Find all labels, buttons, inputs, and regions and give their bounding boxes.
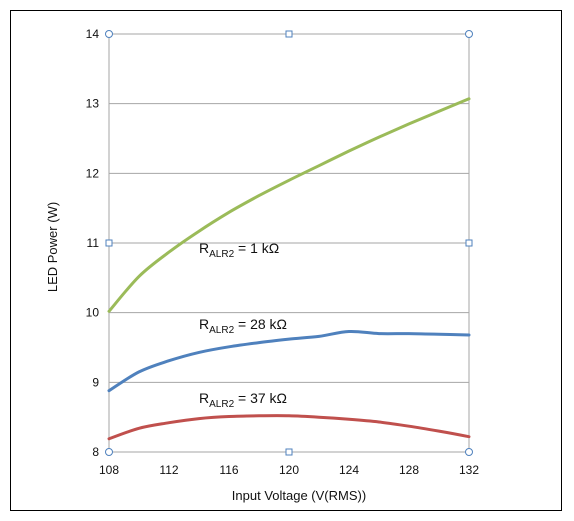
annotation-symbol: R <box>199 390 209 406</box>
corner-resize-handle[interactable] <box>465 448 473 456</box>
chart-frame: 8 9 10 11 12 13 14 108 112 116 120 124 128 132 RALR2 … <box>10 10 562 511</box>
series-annotation: RALR2 = 37 kΩ <box>199 390 287 410</box>
x-tick-label: 132 <box>459 463 479 477</box>
series-line-3 <box>107 414 471 441</box>
y-axis-title: LED Power (W) <box>45 202 60 292</box>
annotation-subscript: ALR2 <box>209 399 234 410</box>
annotation-value: = 1 kΩ <box>234 240 279 256</box>
y-tick-label: 11 <box>87 236 100 250</box>
side-resize-handle[interactable] <box>285 30 293 38</box>
annotation-subscript: ALR2 <box>209 325 234 336</box>
x-tick-label: 120 <box>279 463 299 477</box>
side-resize-handle[interactable] <box>105 239 113 247</box>
side-resize-handle[interactable] <box>285 448 293 456</box>
annotation-symbol: R <box>199 240 209 256</box>
corner-resize-handle[interactable] <box>465 30 473 38</box>
corner-resize-handle[interactable] <box>105 448 113 456</box>
x-tick-label: 108 <box>99 463 119 477</box>
corner-resize-handle[interactable] <box>105 30 113 38</box>
annotation-value: = 37 kΩ <box>234 390 287 406</box>
x-axis-title: Input Voltage (V(RMS)) <box>232 488 366 503</box>
y-tick-label: 8 <box>92 445 99 459</box>
annotation-symbol: R <box>199 316 209 332</box>
y-tick-label: 13 <box>86 97 100 111</box>
series-line-1 <box>107 97 471 313</box>
y-tick-label: 9 <box>92 375 99 389</box>
x-tick-label: 116 <box>219 463 238 477</box>
series-annotation: RALR2 = 1 kΩ <box>199 240 279 260</box>
y-tick-label: 14 <box>86 27 100 41</box>
side-resize-handle[interactable] <box>465 239 473 247</box>
annotation-subscript: ALR2 <box>209 249 234 260</box>
annotation-value: = 28 kΩ <box>234 316 287 332</box>
series-annotation: RALR2 = 28 kΩ <box>199 316 287 336</box>
series-line-2 <box>107 329 471 393</box>
x-tick-label: 124 <box>339 463 359 477</box>
y-tick-label: 10 <box>86 306 100 320</box>
x-tick-label: 128 <box>399 463 419 477</box>
y-tick-label: 12 <box>86 166 100 180</box>
x-tick-label: 112 <box>159 463 178 477</box>
led-power-chart: 8 9 10 11 12 13 14 108 112 116 120 124 128 132 RALR2 … <box>45 27 479 503</box>
